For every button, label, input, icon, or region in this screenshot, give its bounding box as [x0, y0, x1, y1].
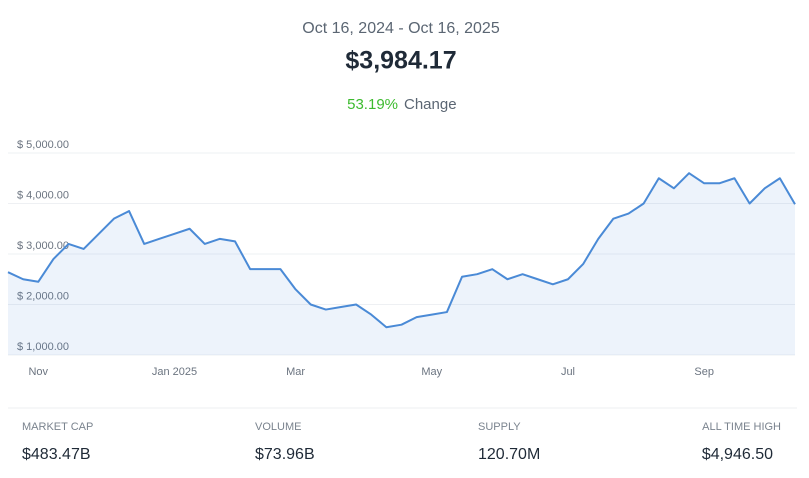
y-tick-label: $ 2,000.00: [17, 290, 69, 302]
x-tick-label: Jul: [561, 366, 575, 378]
change-label: Change: [404, 96, 457, 113]
x-tick-label: May: [421, 366, 442, 378]
plot: $ 1,000.00 $ 2,000.00 $ 3,000.00 $ 4,000.00…: [7, 139, 796, 378]
price: $3,984.17: [345, 47, 456, 75]
y-tick-label: $ 3,000.00: [17, 240, 69, 252]
stat-label: MARKET CAP: [22, 421, 93, 433]
stat-label: SUPPLY: [478, 421, 521, 433]
x-tick-label: Mar: [286, 366, 305, 378]
stat-label: VOLUME: [255, 421, 301, 433]
stat-value: 120.70M: [478, 446, 540, 463]
y-tick-label: $ 1,000.00: [17, 341, 69, 353]
stats: MARKET CAP $483.47B VOLUME $73.96B SUPPLY 120…: [22, 421, 781, 463]
stat-value: $73.96B: [255, 446, 315, 463]
line: [7, 172, 796, 329]
x-tick-label: Nov: [28, 366, 48, 378]
stat-value: $483.47B: [22, 446, 91, 463]
y-tick-label: $ 5,000.00: [17, 139, 69, 151]
x-tick-label: Sep: [694, 366, 714, 378]
change-value: 53.19%: [347, 96, 398, 113]
stat-label: ALL TIME HIGH: [702, 421, 781, 433]
y-tick-label: $ 4,000.00: [17, 189, 69, 201]
x-tick-label: Jan 2025: [152, 366, 197, 378]
area: [8, 173, 795, 355]
stat-value: $4,946.50: [702, 446, 773, 463]
date-range: Oct 16, 2024 - Oct 16, 2025: [302, 20, 500, 37]
